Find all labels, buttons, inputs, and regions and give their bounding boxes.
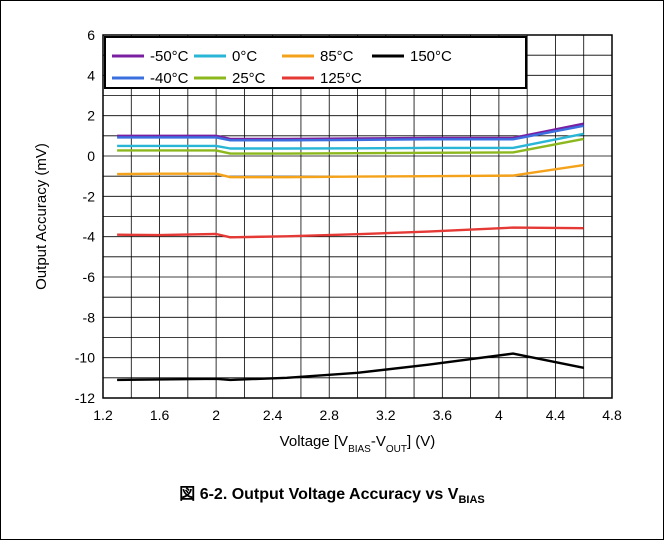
caption-text: 図 6-2. Output Voltage Accuracy vs V (179, 486, 459, 503)
x-tick-label: 2 (212, 407, 220, 423)
y-tick-label: -8 (83, 309, 96, 325)
x-tick-label: 2.4 (263, 407, 283, 423)
y-tick-label: -6 (83, 269, 96, 285)
y-tick-label: -2 (83, 188, 96, 204)
x-axis-label: Voltage [VBIAS-VOUT] (V) (280, 433, 436, 455)
caption-subscript: BIAS (458, 494, 485, 507)
series-line (117, 124, 584, 142)
series-line (117, 226, 584, 239)
series-line (117, 163, 584, 179)
legend-box (104, 36, 527, 89)
y-tick-label: -12 (75, 390, 95, 406)
x-tick-label: 4.8 (602, 407, 622, 423)
legend: -50°C -40°C 0°C 25°C 85°C 125°C 150°C (104, 36, 527, 89)
figure-caption: 図 6-2. Output Voltage Accuracy vs VBIAS (0, 480, 664, 506)
y-axis-label: Output Accuracy (mV) (33, 143, 50, 290)
y-tick-label: 2 (87, 108, 95, 124)
x-tick-label: 4 (495, 407, 503, 423)
y-tick-label: 0 (87, 148, 95, 164)
x-tick-label: 2.8 (319, 407, 339, 423)
series-line (117, 132, 584, 150)
x-tick-label: 1.2 (93, 407, 113, 423)
legend-label: -40°C (150, 70, 189, 87)
legend-label: -50°C (150, 48, 189, 65)
legend-label: 25°C (232, 70, 266, 87)
legend-label: 125°C (320, 70, 362, 87)
x-tick-label: 1.6 (150, 407, 170, 423)
series-line (117, 137, 584, 155)
series-line (117, 122, 584, 141)
line-chart: -50°C -40°C 0°C 25°C 85°C 125°C 150°C 1.2 1.6 2 2.… (33, 27, 622, 455)
y-tick-label: 4 (87, 67, 95, 83)
y-tick-label: -4 (83, 229, 96, 245)
legend-label: 85°C (320, 48, 354, 65)
plot-border (102, 34, 613, 399)
legend-label: 150°C (410, 48, 452, 65)
y-tick-label: 6 (87, 27, 95, 43)
series-line (117, 352, 584, 382)
y-tick-label: -10 (75, 350, 95, 366)
legend-label: 0°C (232, 48, 257, 65)
x-tick-label: 3.2 (376, 407, 396, 423)
x-tick-label: 4.4 (546, 407, 566, 423)
x-tick-label: 3.6 (433, 407, 453, 423)
